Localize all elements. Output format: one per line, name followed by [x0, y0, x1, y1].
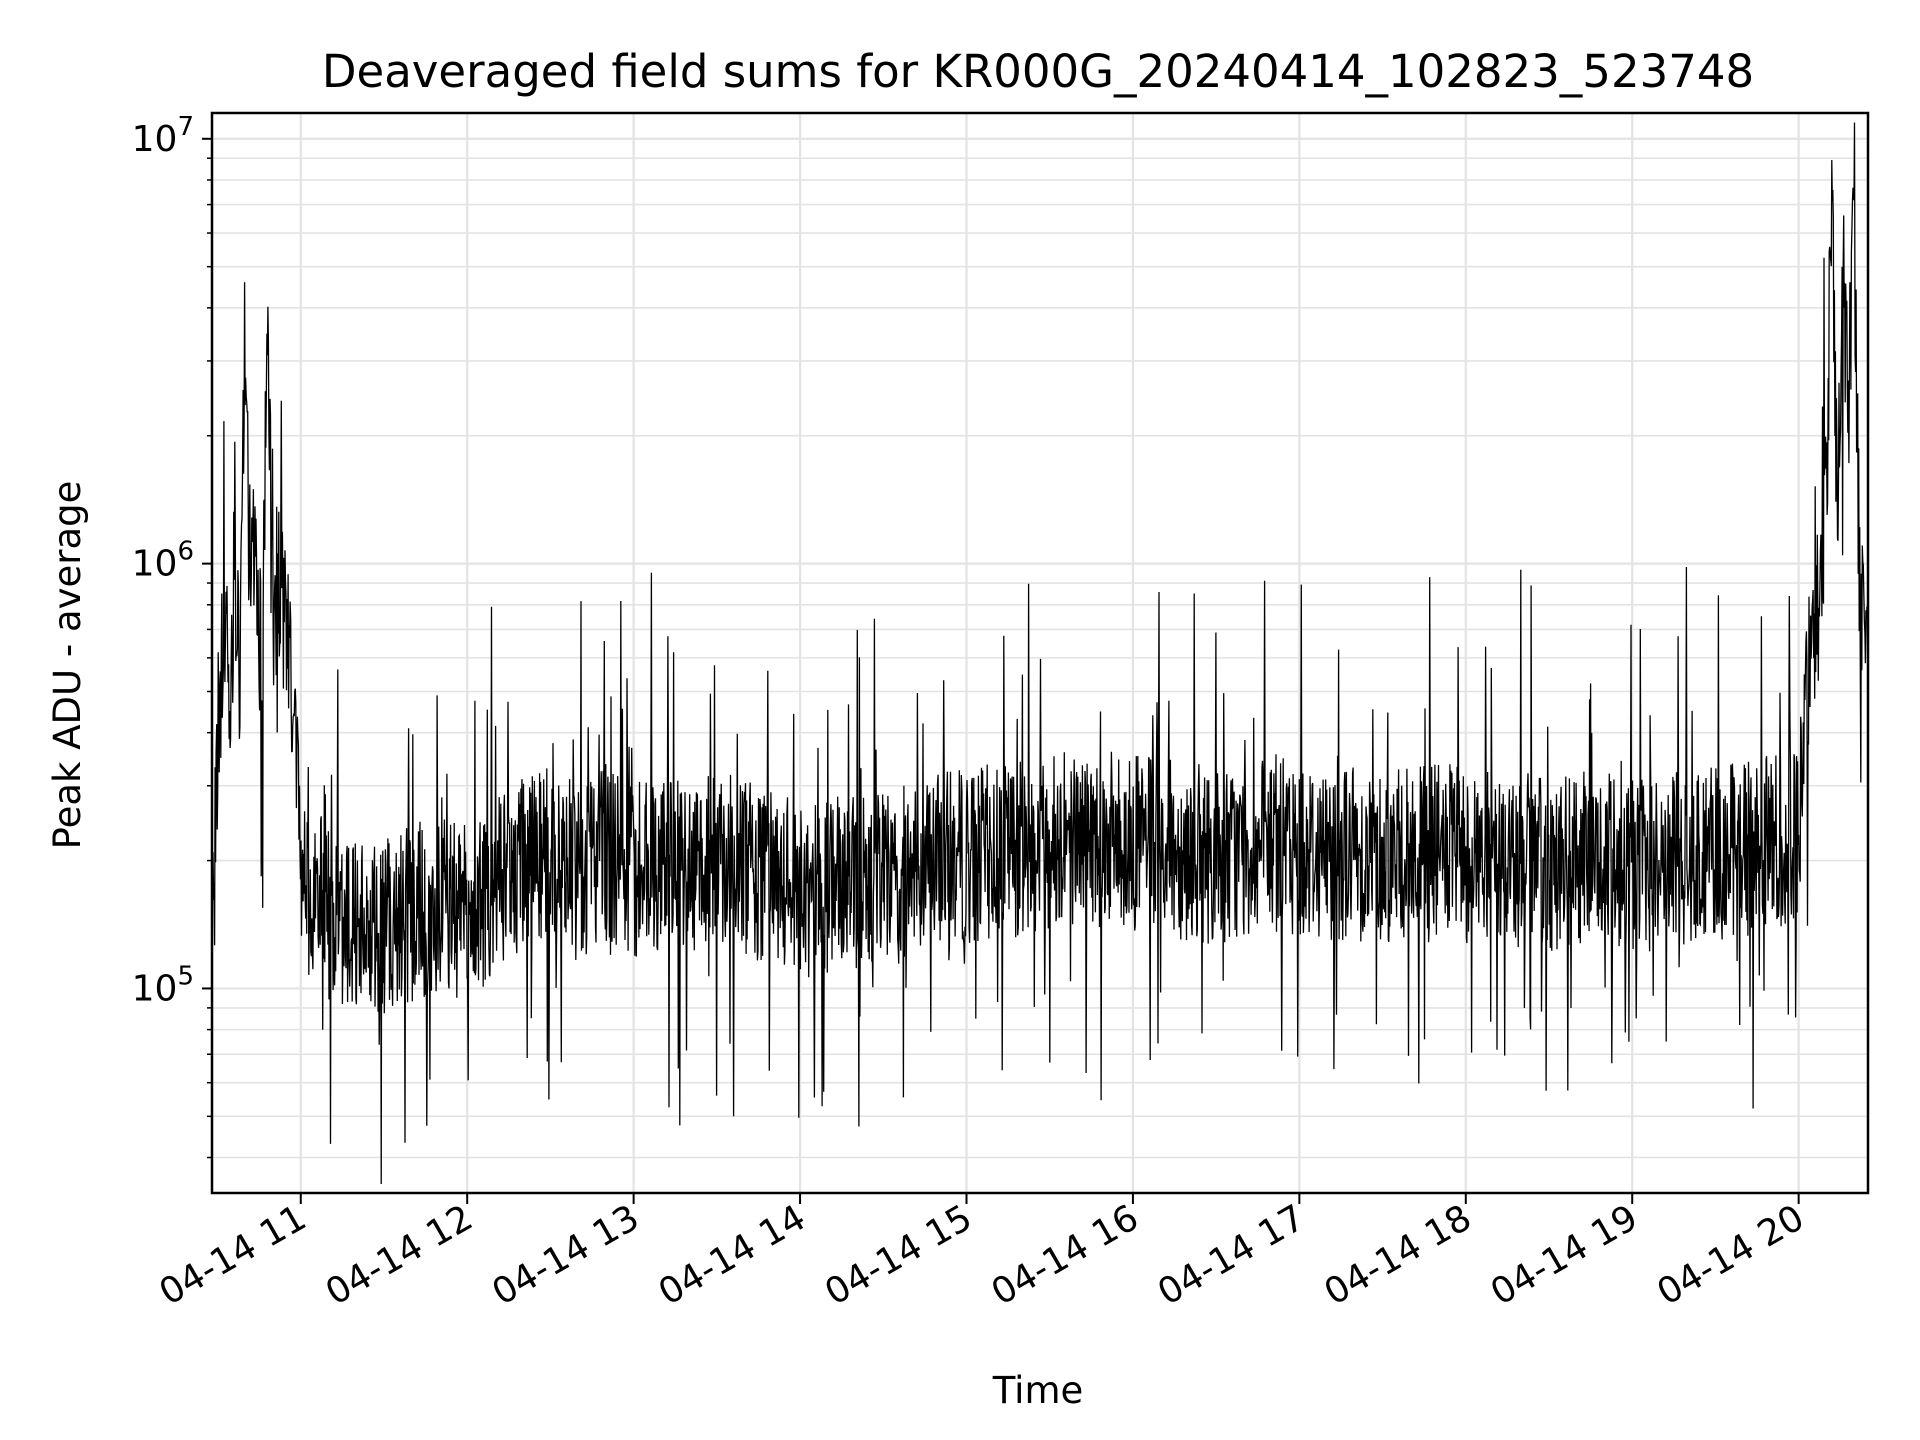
y-tick-exponent: 6	[177, 537, 194, 567]
y-tick-base: 10	[132, 544, 178, 585]
y-axis-label: Peak ADU - average	[46, 481, 89, 850]
y-tick-label: 106	[132, 537, 194, 585]
y-tick-exponent: 7	[177, 112, 194, 142]
series-line	[211, 122, 1869, 1185]
data-series	[211, 122, 1869, 1185]
plot-frame	[210, 111, 1870, 1195]
y-tick-label: 105	[132, 961, 194, 1009]
chart-title: Deaveraged field sums for KR000G_2024041…	[322, 45, 1754, 98]
x-axis-label: Time	[992, 1369, 1084, 1412]
y-tick-exponent: 5	[177, 961, 194, 991]
y-tick-label: 107	[132, 112, 194, 160]
y-tick-base: 10	[132, 968, 178, 1009]
y-tick-base: 10	[132, 119, 178, 160]
